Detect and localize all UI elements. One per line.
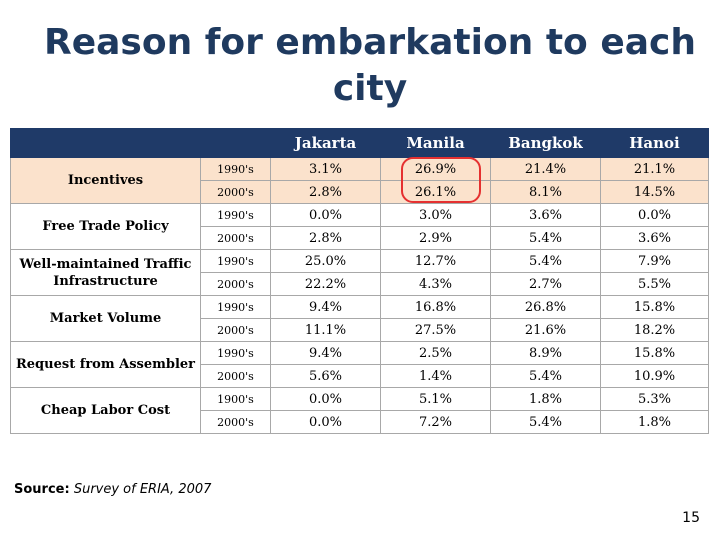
decade-label: 1990's <box>200 203 271 227</box>
value-cell: 5.4% <box>490 226 601 250</box>
table-row: Well-maintained Traffic Infrastructure 1… <box>10 249 709 296</box>
value-cell: 16.8% <box>380 295 491 319</box>
factor-label: Well-maintained Traffic Infrastructure <box>10 249 201 296</box>
value-cell: 8.9% <box>490 341 601 365</box>
decade-label: 2000's <box>200 272 271 296</box>
table-row: 2000's 2.8% 26.1% 8.1% 14.5% <box>11 180 709 204</box>
value-cell: 25.0% <box>270 249 381 273</box>
value-cell: 9.4% <box>270 295 381 319</box>
value-cell: 7.2% <box>380 410 491 434</box>
table-row: Cheap Labor Cost 1900's 0.0% 5.1% 1.8% 5… <box>10 387 709 434</box>
value-cell: 2.7% <box>490 272 601 296</box>
table-header-row: Jakarta Manila Bangkok Hanoi <box>10 128 709 158</box>
value-cell: 8.1% <box>490 180 601 204</box>
table-row: Free Trade Policy 1990's 0.0% 3.0% 3.6% … <box>10 203 709 250</box>
factor-label: Cheap Labor Cost <box>10 387 201 434</box>
header-blank-cell <box>200 128 271 158</box>
value-cell: 1.8% <box>490 387 601 411</box>
value-cell: 2.5% <box>380 341 491 365</box>
value-cell: 1.4% <box>380 364 491 388</box>
value-cell: 9.4% <box>270 341 381 365</box>
factor-label: Market Volume <box>10 295 201 342</box>
value-cell: 21.1% <box>600 157 709 181</box>
decade-label: 2000's <box>200 180 271 204</box>
value-cell: 0.0% <box>270 387 381 411</box>
value-cell: 4.3% <box>380 272 491 296</box>
decade-label: 1990's <box>200 295 271 319</box>
value-cell: 5.4% <box>490 364 601 388</box>
value-cell: 2.8% <box>270 226 381 250</box>
value-cell: 3.6% <box>490 203 601 227</box>
value-cell: 0.0% <box>270 410 381 434</box>
value-cell: 27.5% <box>380 318 491 342</box>
value-cell: 26.8% <box>490 295 601 319</box>
table-row: 2000's 2.8% 2.9% 5.4% 3.6% <box>11 226 709 250</box>
source-note: Source: Survey of ERIA, 2007 <box>14 482 211 497</box>
value-cell: 15.8% <box>600 295 709 319</box>
value-cell: 2.9% <box>380 226 491 250</box>
factor-label: Incentives <box>10 157 201 204</box>
value-cell: 3.1% <box>270 157 381 181</box>
source-label: Source: <box>14 482 70 497</box>
decade-label: 1990's <box>200 157 271 181</box>
decade-label: 2000's <box>200 410 271 434</box>
value-cell: 0.0% <box>270 203 381 227</box>
value-cell: 12.7% <box>380 249 491 273</box>
page-number: 15 <box>682 510 700 526</box>
decade-label: 2000's <box>200 364 271 388</box>
value-cell: 15.8% <box>600 341 709 365</box>
table-row: 2000's 0.0% 7.2% 5.4% 1.8% <box>11 410 709 434</box>
header-hanoi: Hanoi <box>600 128 709 158</box>
value-cell: 11.1% <box>270 318 381 342</box>
factor-label: Free Trade Policy <box>10 203 201 250</box>
value-cell: 5.6% <box>270 364 381 388</box>
header-bangkok: Bangkok <box>490 128 601 158</box>
value-cell: 26.1% <box>380 180 491 204</box>
value-cell: 5.1% <box>380 387 491 411</box>
value-cell: 22.2% <box>270 272 381 296</box>
value-cell: 3.6% <box>600 226 709 250</box>
decade-label: 2000's <box>200 318 271 342</box>
value-cell: 21.6% <box>490 318 601 342</box>
header-manila: Manila <box>380 128 491 158</box>
decade-label: 1990's <box>200 249 271 273</box>
table-row: 2000's 5.6% 1.4% 5.4% 10.9% <box>11 364 709 388</box>
value-cell: 10.9% <box>600 364 709 388</box>
value-cell: 5.4% <box>490 249 601 273</box>
value-cell: 18.2% <box>600 318 709 342</box>
value-cell: 21.4% <box>490 157 601 181</box>
header-jakarta: Jakarta <box>270 128 381 158</box>
slide-title: Reason for embarkation to each city <box>43 22 696 109</box>
header-blank-cell <box>10 128 201 158</box>
table-row: Market Volume 1990's 9.4% 16.8% 26.8% 15… <box>10 295 709 342</box>
embarkation-table: Jakarta Manila Bangkok Hanoi Incentives … <box>10 128 709 434</box>
source-text: Survey of ERIA, 2007 <box>73 482 212 497</box>
decade-label: 1900's <box>200 387 271 411</box>
value-cell: 1.8% <box>600 410 709 434</box>
decade-label: 2000's <box>200 226 271 250</box>
table-row: Incentives 1990's 3.1% 26.9% 21.4% 21.1% <box>10 157 709 204</box>
value-cell: 3.0% <box>380 203 491 227</box>
value-cell: 5.3% <box>600 387 709 411</box>
value-cell: 26.9% <box>380 157 491 181</box>
value-cell: 5.4% <box>490 410 601 434</box>
value-cell: 7.9% <box>600 249 709 273</box>
value-cell: 14.5% <box>600 180 709 204</box>
decade-label: 1990's <box>200 341 271 365</box>
value-cell: 2.8% <box>270 180 381 204</box>
table-row: 2000's 22.2% 4.3% 2.7% 5.5% <box>11 272 709 296</box>
factor-label: Request from Assembler <box>10 341 201 388</box>
value-cell: 0.0% <box>600 203 709 227</box>
value-cell: 5.5% <box>600 272 709 296</box>
table-row: Request from Assembler 1990's 9.4% 2.5% … <box>10 341 709 388</box>
